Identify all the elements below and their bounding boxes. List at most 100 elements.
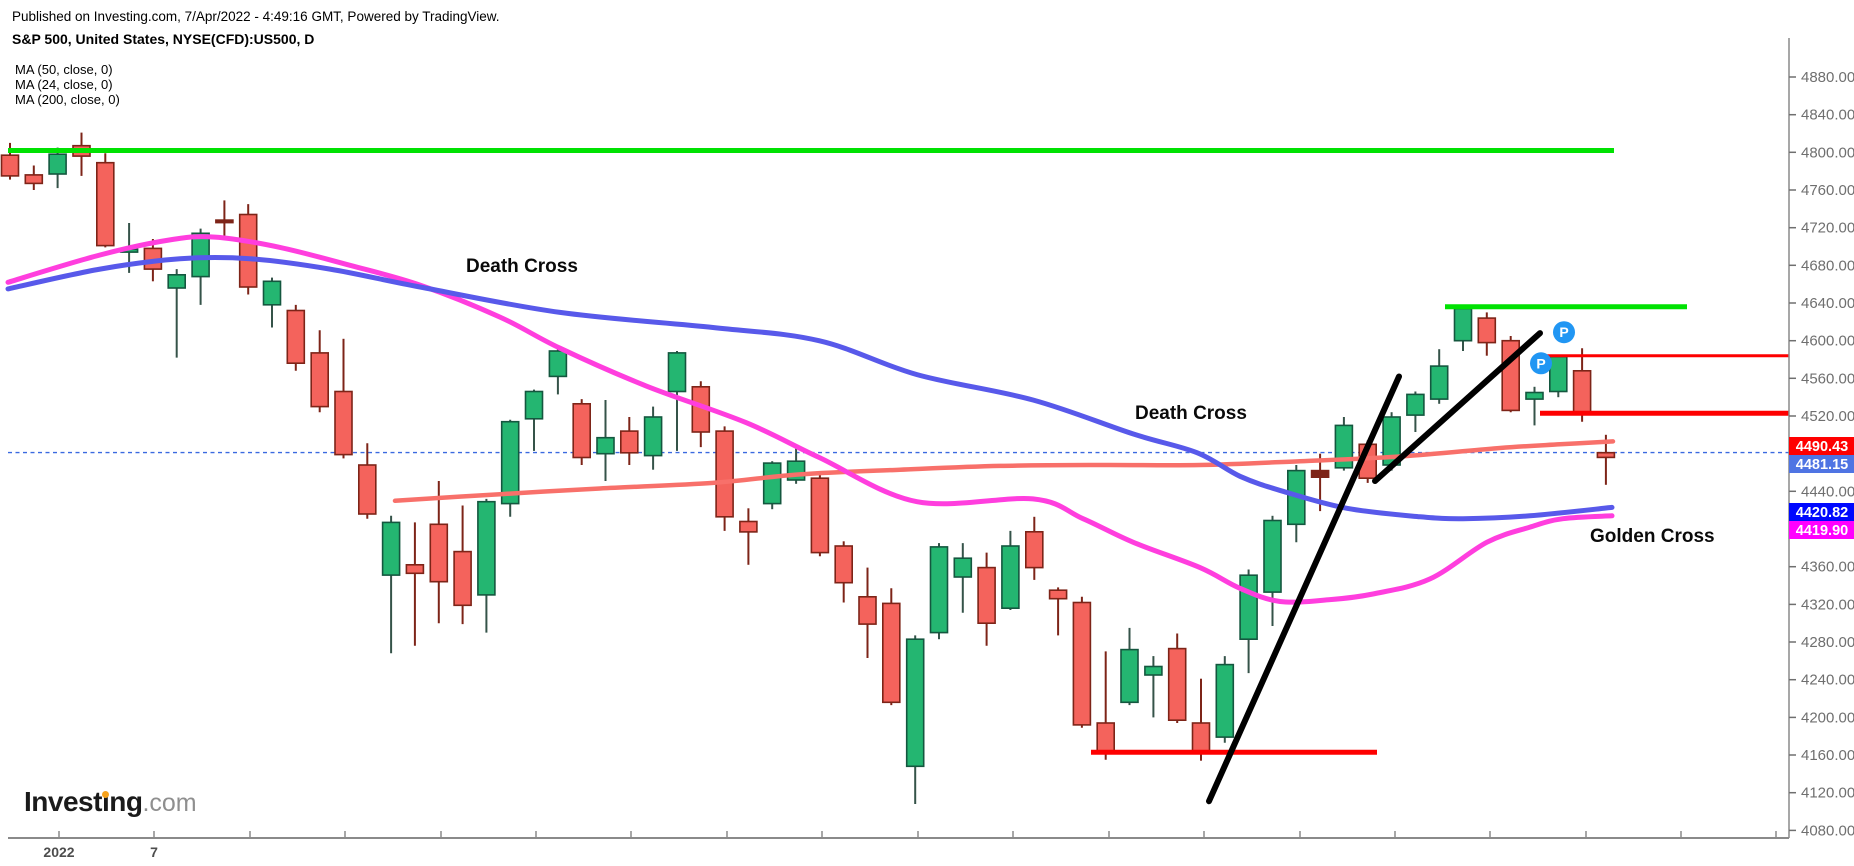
candle [167, 269, 186, 358]
x-tick-label: 7 [150, 844, 158, 860]
candle [1215, 656, 1235, 743]
candle [1191, 678, 1211, 761]
golden-cross-label: Golden Cross [1590, 526, 1715, 547]
x-axis-ticks: 2022 7 [43, 831, 1777, 860]
candle [715, 426, 734, 531]
candle [858, 567, 877, 658]
candle [1453, 304, 1473, 351]
candle [1025, 516, 1044, 580]
x-tick-label: 2022 [43, 844, 74, 860]
candle [1120, 627, 1139, 706]
candle [1429, 349, 1449, 404]
candle [1263, 515, 1282, 626]
logo-text-2: ng [109, 786, 143, 817]
y-tick-label: 4280.00 [1801, 634, 1854, 651]
candle [1477, 312, 1497, 356]
published-line: Published on Investing.com, 7/Apr/2022 -… [12, 9, 500, 24]
candle [905, 635, 925, 804]
candle [1167, 633, 1187, 723]
y-tick-label: 4720.00 [1801, 220, 1854, 237]
ma-blue [5, 254, 1615, 522]
candle [1144, 656, 1163, 718]
y-tick-label: 4120.00 [1801, 785, 1854, 802]
y-tick-label: 4080.00 [1801, 822, 1854, 839]
price-axis-badge: 4481.15 [1789, 455, 1854, 473]
y-tick-label: 4800.00 [1801, 144, 1854, 161]
death-cross-2-label: Death Cross [1135, 403, 1247, 424]
candle [72, 132, 91, 176]
candle [238, 204, 258, 295]
candle [453, 505, 472, 625]
candle [1572, 348, 1592, 422]
candle [381, 515, 401, 654]
y-tick-label: 4840.00 [1801, 107, 1854, 124]
svg-text:4420.82: 4420.82 [1796, 505, 1848, 521]
candle [1001, 530, 1020, 610]
candle [619, 417, 639, 465]
candle [1382, 412, 1401, 471]
candle [1525, 386, 1544, 426]
candle [977, 552, 996, 646]
candle [881, 588, 901, 706]
y-tick-label: 4200.00 [1801, 709, 1854, 726]
investing-com-logo[interactable]: Investıng.com [24, 786, 197, 818]
candle [834, 541, 854, 603]
ma-200-legend: MA (200, close, 0) [15, 92, 120, 107]
y-tick-label: 4360.00 [1801, 559, 1854, 576]
candle [1239, 569, 1258, 674]
candle [405, 522, 425, 646]
candle [1406, 391, 1425, 432]
candle [96, 153, 115, 248]
price-axis-badge: 4490.43 [1789, 437, 1854, 455]
candle [1501, 336, 1520, 413]
candle [691, 381, 711, 448]
pivot-marker: P [1530, 352, 1552, 375]
price-axis-badge: 4419.90 [1789, 521, 1854, 539]
y-tick-label: 4240.00 [1801, 672, 1854, 689]
death-cross-1-label: Death Cross [466, 256, 578, 277]
candle [286, 304, 306, 371]
candle [1287, 465, 1306, 543]
candle [191, 228, 210, 305]
ma-50-legend: MA (50, close, 0) [15, 62, 113, 77]
candle [24, 165, 44, 190]
y-tick-label: 4600.00 [1801, 333, 1854, 350]
y-tick-label: 4760.00 [1801, 182, 1854, 199]
y-tick-label: 4320.00 [1801, 596, 1854, 613]
logo-suffix: .com [142, 789, 197, 817]
y-tick-label: 4160.00 [1801, 747, 1854, 764]
y-tick-label: 4880.00 [1801, 69, 1854, 86]
candle [500, 419, 520, 517]
svg-text:4419.90: 4419.90 [1796, 523, 1848, 539]
y-tick-label: 4440.00 [1801, 483, 1854, 500]
y-tick-label: 4520.00 [1801, 408, 1854, 425]
logo-text-1: Invest [24, 786, 102, 817]
candle [548, 345, 568, 395]
y-axis-ticks: 4880.00 4840.00 4800.00 4760.00 4720.00 4680.… [1789, 69, 1854, 839]
candle [262, 277, 282, 328]
trend-line-steep [1206, 373, 1402, 805]
svg-text:P: P [1536, 355, 1545, 371]
candle [429, 481, 449, 624]
svg-text:4490.43: 4490.43 [1796, 439, 1848, 455]
candle [667, 351, 687, 451]
candle [524, 389, 544, 451]
candle [1072, 596, 1092, 728]
candle [1549, 354, 1568, 398]
candle [310, 330, 330, 413]
candle [477, 498, 496, 633]
candle [643, 406, 663, 470]
candle [1334, 417, 1354, 471]
price-axis-badge: 4420.82 [1789, 503, 1854, 521]
pivot-marker: P [1553, 321, 1575, 344]
candle [215, 200, 234, 239]
candle [48, 147, 67, 189]
y-tick-label: 4640.00 [1801, 295, 1854, 312]
logo-i-orange-dot-icon: ı [101, 786, 110, 817]
candle [1048, 587, 1068, 636]
candle [334, 338, 353, 459]
candle [953, 543, 973, 613]
ma-magenta [5, 234, 1615, 605]
